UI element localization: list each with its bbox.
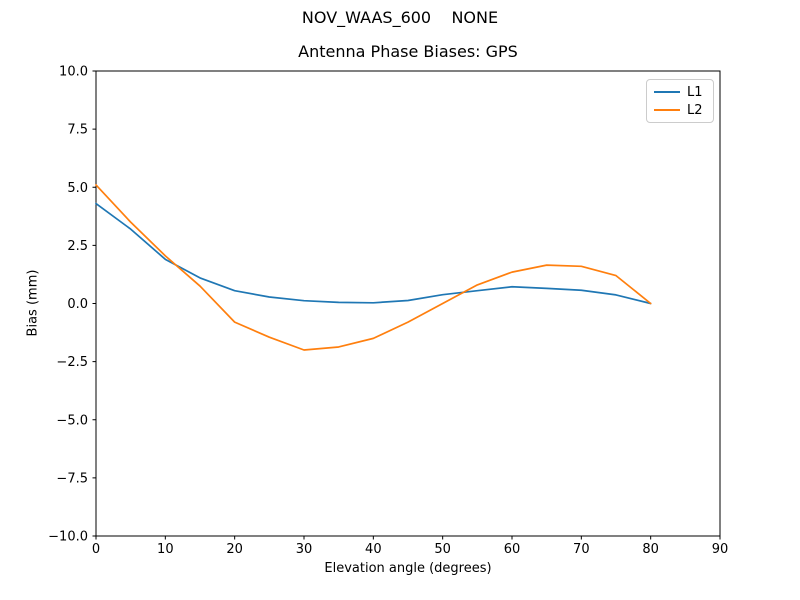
legend-item-l1: L1	[654, 86, 706, 99]
y-tick-label: 10.0	[59, 65, 88, 80]
l1-line-swatch	[654, 90, 680, 94]
x-tick-label: 70	[573, 542, 590, 557]
x-tick-label: 0	[92, 542, 100, 557]
legend: L1 L2	[646, 79, 714, 123]
x-tick-label: 20	[226, 542, 243, 557]
x-tick-label: 10	[157, 542, 174, 557]
axes-spines	[95, 70, 721, 537]
y-tick-label: −10.0	[48, 530, 88, 545]
y-tick-label: 7.5	[67, 123, 88, 138]
x-tick-label: 50	[434, 542, 451, 557]
y-tick-label: 2.5	[67, 239, 88, 254]
x-tick-label: 90	[712, 542, 729, 557]
y-axis-label: Bias (mm)	[25, 269, 41, 337]
y-tick-label: −2.5	[56, 355, 88, 370]
x-tick-label: 40	[365, 542, 382, 557]
x-axis-label: Elevation angle (degrees)	[324, 561, 492, 576]
figure-suptitle: NOV_WAAS_600 NONE	[301, 8, 499, 27]
l2-line-swatch	[654, 108, 680, 112]
x-tick-label: 30	[296, 542, 313, 557]
y-tick-label: −7.5	[56, 471, 88, 486]
series-line-l1	[95, 202, 652, 305]
legend-item-l2: L2	[654, 104, 706, 117]
y-tick-label: 5.0	[67, 181, 88, 196]
y-tick-label: 0.0	[67, 297, 88, 312]
y-tick-label: −5.0	[56, 413, 88, 428]
x-tick-label: 80	[642, 542, 659, 557]
legend-label-l1: L1	[687, 84, 703, 100]
x-tick-label: 60	[504, 542, 521, 557]
series-line-l2	[95, 184, 652, 351]
axes-title: Antenna Phase Biases: GPS	[298, 42, 518, 61]
legend-label-l2: L2	[687, 102, 703, 118]
